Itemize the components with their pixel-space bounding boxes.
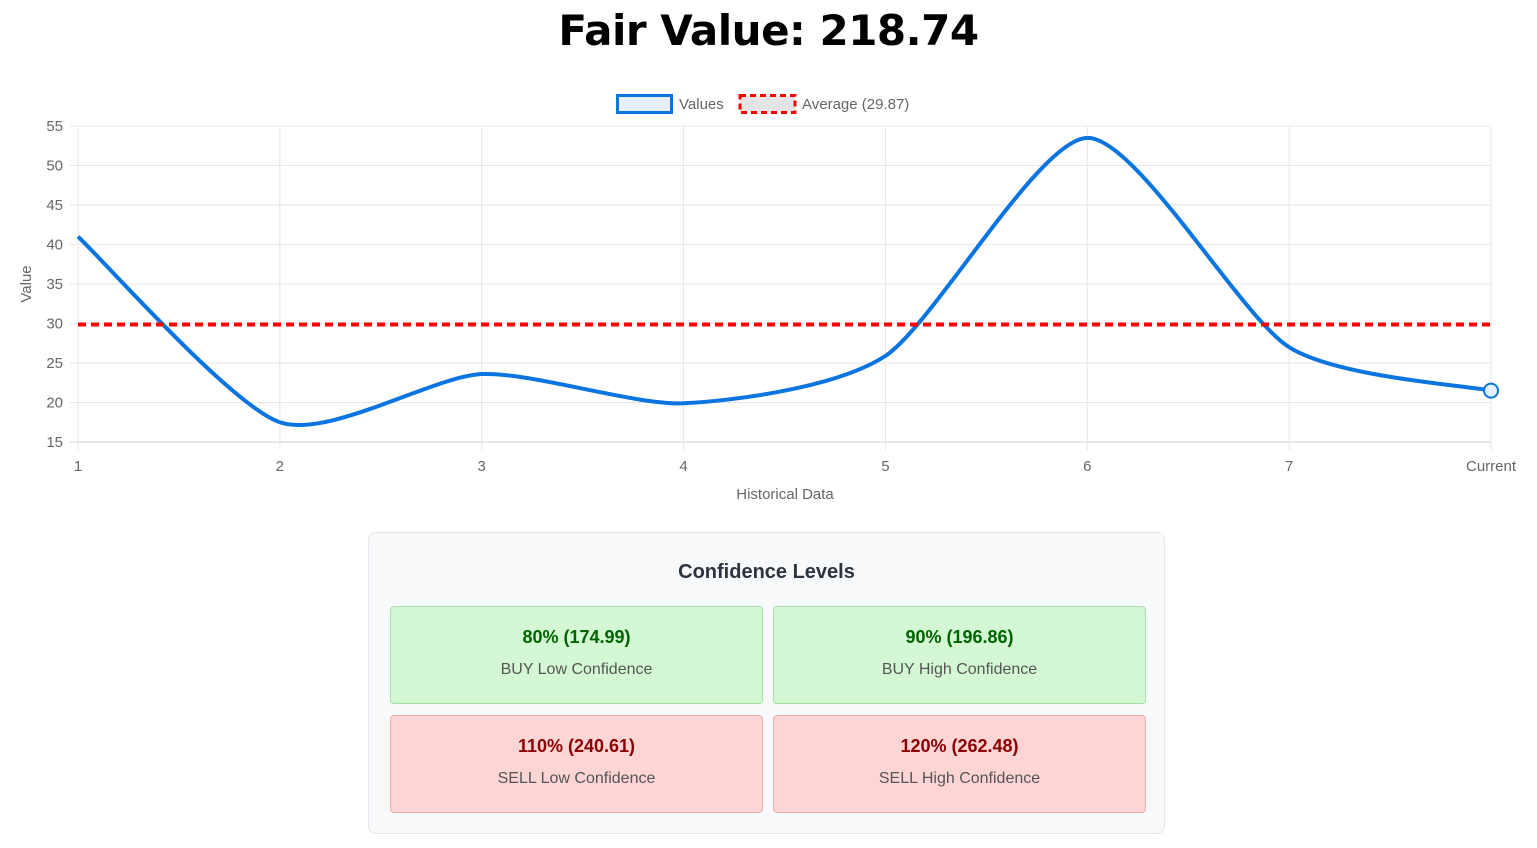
legend-label-average: Average (29.87)	[802, 96, 909, 113]
x-tick-label: 6	[1083, 458, 1091, 475]
x-tick-label: 7	[1285, 458, 1293, 475]
legend-label-values: Values	[679, 96, 724, 113]
line-chart: Values Average (29.87) 55504540353025201…	[18, 94, 1517, 503]
x-axis: 1 2 3 4 5 6 7 Current	[74, 458, 1517, 475]
x-tick-label: 1	[74, 458, 82, 475]
y-tick-label: 40	[46, 237, 63, 254]
confidence-card-buy-low: 80% (174.99) BUY Low Confidence	[390, 606, 763, 704]
current-point-marker[interactable]	[1483, 382, 1499, 399]
y-axis-title: Value	[18, 265, 35, 302]
confidence-title: Confidence Levels	[678, 561, 855, 583]
x-tick-label: 5	[881, 458, 889, 475]
y-tick-label: 55	[46, 118, 63, 135]
x-tick-label: 4	[679, 458, 687, 475]
y-tick-label: 30	[46, 316, 63, 333]
y-tick-label: 45	[46, 197, 63, 214]
confidence-value: 120% (262.48)	[900, 736, 1019, 756]
y-tick-label: 35	[46, 276, 63, 293]
chart-series	[76, 135, 1499, 427]
confidence-value: 80% (174.99)	[522, 627, 631, 647]
confidence-label: SELL High Confidence	[878, 770, 1041, 787]
chart-legend: Values Average (29.87)	[616, 94, 909, 114]
y-tick-label: 15	[46, 434, 63, 451]
confidence-value: 90% (196.86)	[905, 627, 1014, 647]
confidence-label: SELL Low Confidence	[497, 770, 656, 787]
page-title: Fair Value: 218.74	[558, 6, 979, 55]
x-tick-label: 2	[276, 458, 284, 475]
confidence-label: BUY High Confidence	[881, 661, 1038, 678]
y-tick-label: 20	[46, 395, 63, 412]
y-tick-label: 25	[46, 355, 63, 372]
confidence-levels-panel: Confidence Levels 80% (174.99) BUY Low C…	[368, 532, 1165, 834]
x-tick-label: 3	[478, 458, 486, 475]
y-axis: 55 50 45 40 35 30 25 20 15	[46, 118, 63, 451]
y-tick-label: 50	[46, 158, 63, 175]
legend-item-average[interactable]: Average (29.87)	[738, 94, 909, 114]
confidence-grid: 80% (174.99) BUY Low Confidence 90% (196…	[390, 606, 1146, 813]
confidence-card-sell-low: 110% (240.61) SELL Low Confidence	[390, 715, 763, 813]
legend-item-values[interactable]: Values	[616, 94, 724, 114]
confidence-card-buy-high: 90% (196.86) BUY High Confidence	[773, 606, 1146, 704]
chart-grid	[70, 125, 1492, 450]
values-line	[76, 135, 1492, 427]
x-tick-label: Current	[1466, 458, 1517, 475]
confidence-card-sell-high: 120% (262.48) SELL High Confidence	[773, 715, 1146, 813]
confidence-value: 110% (240.61)	[517, 736, 636, 756]
confidence-label: BUY Low Confidence	[500, 661, 653, 678]
x-axis-title: Historical Data	[736, 486, 834, 503]
